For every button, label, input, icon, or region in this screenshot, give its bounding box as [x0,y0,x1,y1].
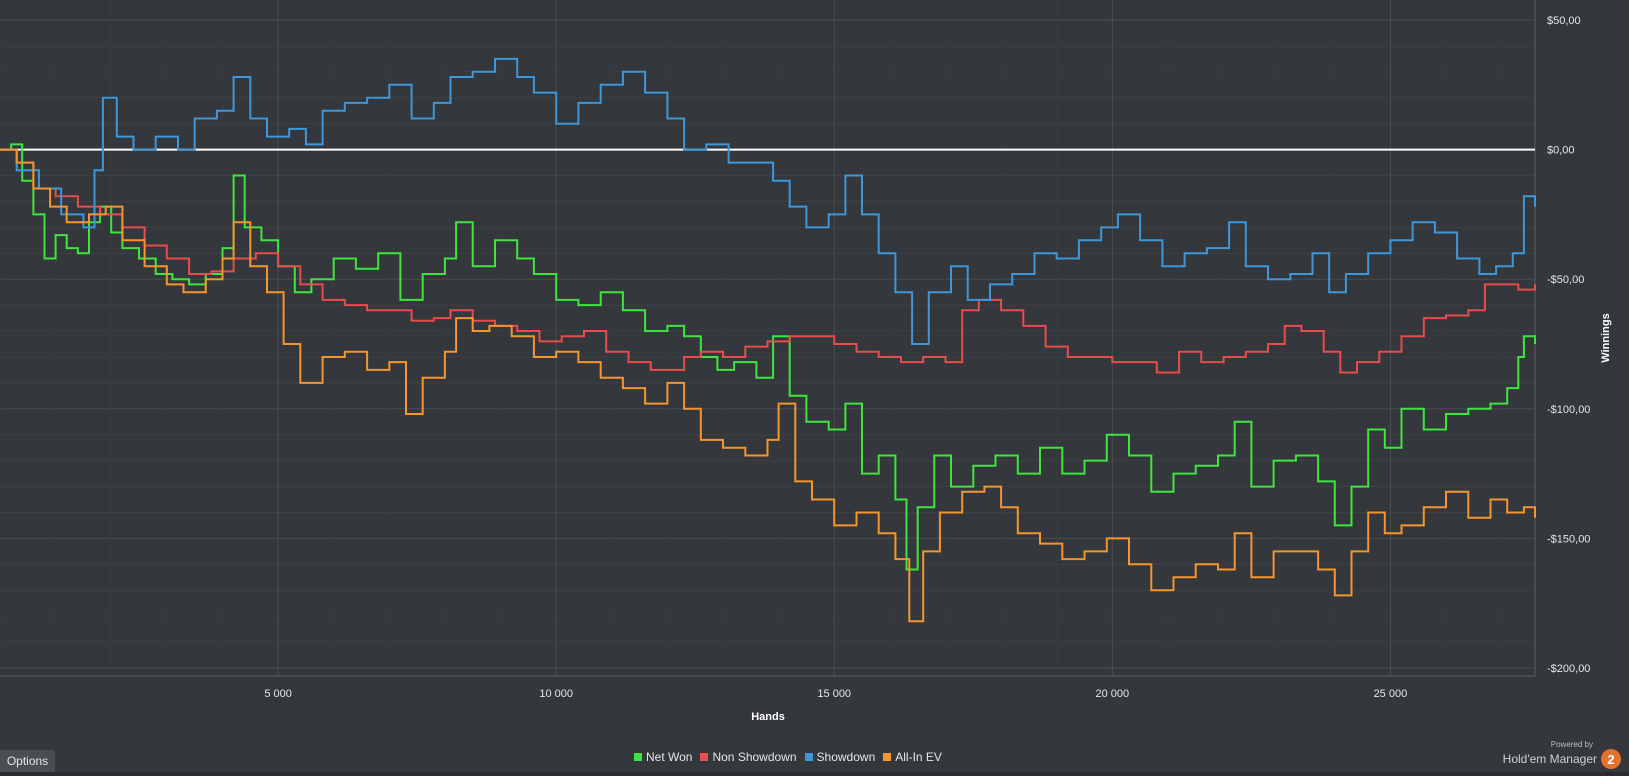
y-axis-title: Winnings [1600,313,1612,362]
legend-item[interactable]: All-In EV [883,750,942,764]
y-tick-label: -$150,00 [1547,533,1590,545]
x-tick-label: 10 000 [539,688,573,700]
y-tick-label: -$100,00 [1547,404,1590,416]
plot-area [0,0,1535,680]
series-group [0,57,1536,623]
legend-item[interactable]: Showdown [804,750,876,764]
legend-item[interactable]: Non Showdown [700,750,797,764]
y-tick-label: $50,00 [1547,15,1581,27]
bottom-strip [0,772,1629,776]
legend-swatch [700,753,709,761]
legend-label: All-In EV [895,750,942,764]
options-button[interactable]: Options [0,750,55,772]
legend-swatch [634,753,642,761]
x-tick-label: 15 000 [817,688,851,700]
x-tick-label: 5 000 [264,688,292,700]
y-tick-label: -$50,00 [1547,274,1584,286]
series-line-showdown [0,57,1536,345]
x-axis-title: Hands [751,711,785,723]
y-tick-label: -$200,00 [1547,663,1590,675]
x-tick-label: 25 000 [1374,688,1408,700]
y-axis: $50,00 $0,00 -$50,00 -$100,00 -$150,00 -$200,… [1547,15,1590,675]
winnings-chart: $50,00 $0,00 -$50,00 -$100,00 -$150,00 -$200,… [0,0,1612,723]
brand: Powered by Hold'em Manager 2 [1503,740,1621,769]
x-axis: 5 000 10 000 15 000 20 000 25 000 [264,688,1407,700]
series-line-all-in-ev [0,148,1536,623]
legend-swatch [804,753,813,761]
brand-name: Hold'em Manager [1502,752,1597,766]
legend-label: Showdown [816,750,876,764]
legend-swatch [883,753,892,761]
hem2-logo-icon: 2 [1601,749,1621,769]
legend-item[interactable]: Net Won [634,750,692,764]
series-line-net-won [0,143,1536,571]
legend-label: Net Won [646,750,693,764]
series-line-non-showdown [0,148,1536,374]
legend: Net Won Non Showdown Showdown All-In EV [634,750,942,764]
y-tick-label: $0,00 [1547,145,1575,157]
x-tick-label: 20 000 [1095,688,1129,700]
legend-label: Non Showdown [712,750,797,764]
powered-by-label: Powered by [1550,740,1593,749]
